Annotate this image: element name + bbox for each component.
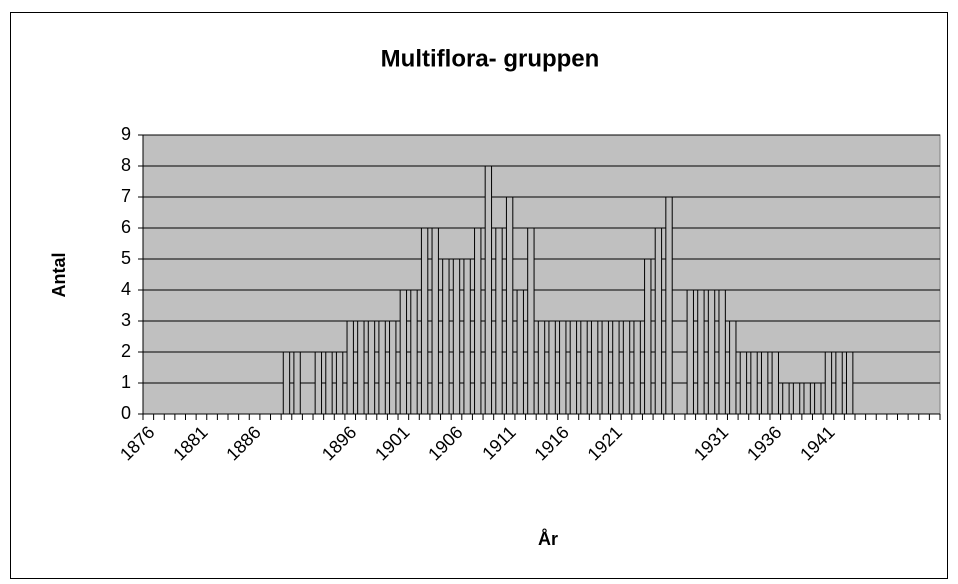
bar [484,165,493,415]
bar [622,320,631,415]
bar [792,382,801,415]
chart-title: Multiflora- gruppen [381,45,600,72]
bar [750,351,758,415]
y-tick-label: 2 [121,341,131,361]
bar [686,289,694,415]
bar [346,320,354,415]
bar [378,320,386,415]
bar [325,351,333,415]
bar [580,320,588,415]
bar [697,289,705,415]
x-axis-label: År [538,529,558,549]
bar [771,351,779,415]
bar [431,227,439,415]
bar [707,289,716,415]
bar [293,351,301,415]
bar [474,227,482,415]
bar [505,196,514,415]
bar [516,289,524,415]
bar [654,227,663,415]
bar [367,320,376,415]
bar [537,320,546,415]
y-tick-label: 5 [121,248,131,268]
bar [410,289,418,415]
bar [452,258,461,415]
bar [803,382,811,415]
bar [718,289,726,415]
y-axis-label: Antal [49,253,69,298]
bar [389,320,397,415]
y-tick-label: 6 [121,217,131,237]
bar [814,382,822,415]
bar [314,351,323,415]
y-tick-label: 8 [121,155,131,175]
bar [463,258,471,415]
bar [782,382,790,415]
bar [335,351,344,415]
bar [420,227,429,415]
bar [760,351,769,415]
bar [845,351,854,415]
bar [399,289,408,415]
bar [633,320,641,415]
y-tick-label: 7 [121,186,131,206]
y-tick-label: 0 [121,403,131,423]
bar [527,227,535,415]
bar [644,258,652,415]
bar [442,258,450,415]
y-tick-label: 4 [121,279,131,299]
bar [612,320,620,415]
bar [601,320,609,415]
y-tick-label: 3 [121,310,131,330]
bar [495,227,503,415]
bar [665,196,673,415]
bar [357,320,365,415]
bar [282,351,291,415]
bar [590,320,599,415]
bar [548,320,556,415]
bar [835,351,843,415]
bar [729,320,737,415]
y-tick-label: 1 [121,372,131,392]
bar [569,320,578,415]
bar [559,320,567,415]
bar [824,351,833,415]
y-tick-label: 9 [121,124,131,144]
bar [739,351,748,415]
